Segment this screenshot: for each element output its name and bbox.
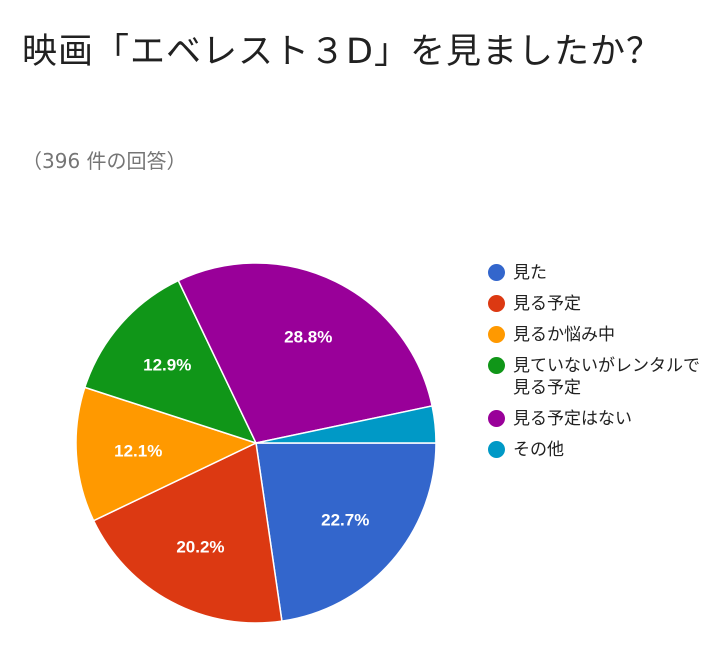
legend-swatch [488,410,505,427]
pie-slice-label-5: 28.8% [284,328,332,347]
legend-swatch [488,295,505,312]
legend-item: 見ていないがレンタルで見る予定 [488,355,718,399]
legend-item: その他 [488,439,718,461]
legend-item: 見るか悩み中 [488,324,718,346]
pie-slice-labels: 22.7% 20.2% 12.1% 12.9% 28.8% [114,328,369,557]
legend-label: その他 [513,440,564,460]
legend-item: 見る予定はない [488,408,718,430]
legend-label: 見るか悩み中 [513,325,615,345]
pie-slice-label-2: 20.2% [176,538,224,557]
legend-item: 見た [488,262,718,284]
legend-label: 見ていないがレンタルで見る予定 [513,356,700,398]
pie-slice-4 [83,279,258,445]
pie-slice-5 [177,262,434,444]
pie-slice-2 [92,441,283,624]
pie-slice-label-4: 12.9% [143,356,191,375]
question-title: 映画「エベレスト３D」を見ましたか？ [22,32,662,72]
legend-swatch [488,264,505,281]
pie-slice-6 [255,405,437,444]
pie-slices [75,262,437,624]
pie-slice-1 [255,442,437,622]
legend-label: 見る予定はない [513,409,632,429]
legend-swatch [488,326,505,343]
pie-slice-label-3: 12.1% [114,441,162,460]
legend-label: 見た [513,263,547,283]
legend-swatch [488,357,505,374]
pie-slice-3 [75,386,259,522]
legend-label: 見る予定 [513,294,581,314]
legend: 見た見る予定見るか悩み中見ていないがレンタルで見る予定見る予定はない その他 [488,262,718,470]
response-count: （396 件の回答） [22,149,187,173]
legend-swatch [488,441,505,458]
legend-item: 見る予定 [488,293,718,315]
pie-slice-label-1: 22.7% [321,511,369,530]
